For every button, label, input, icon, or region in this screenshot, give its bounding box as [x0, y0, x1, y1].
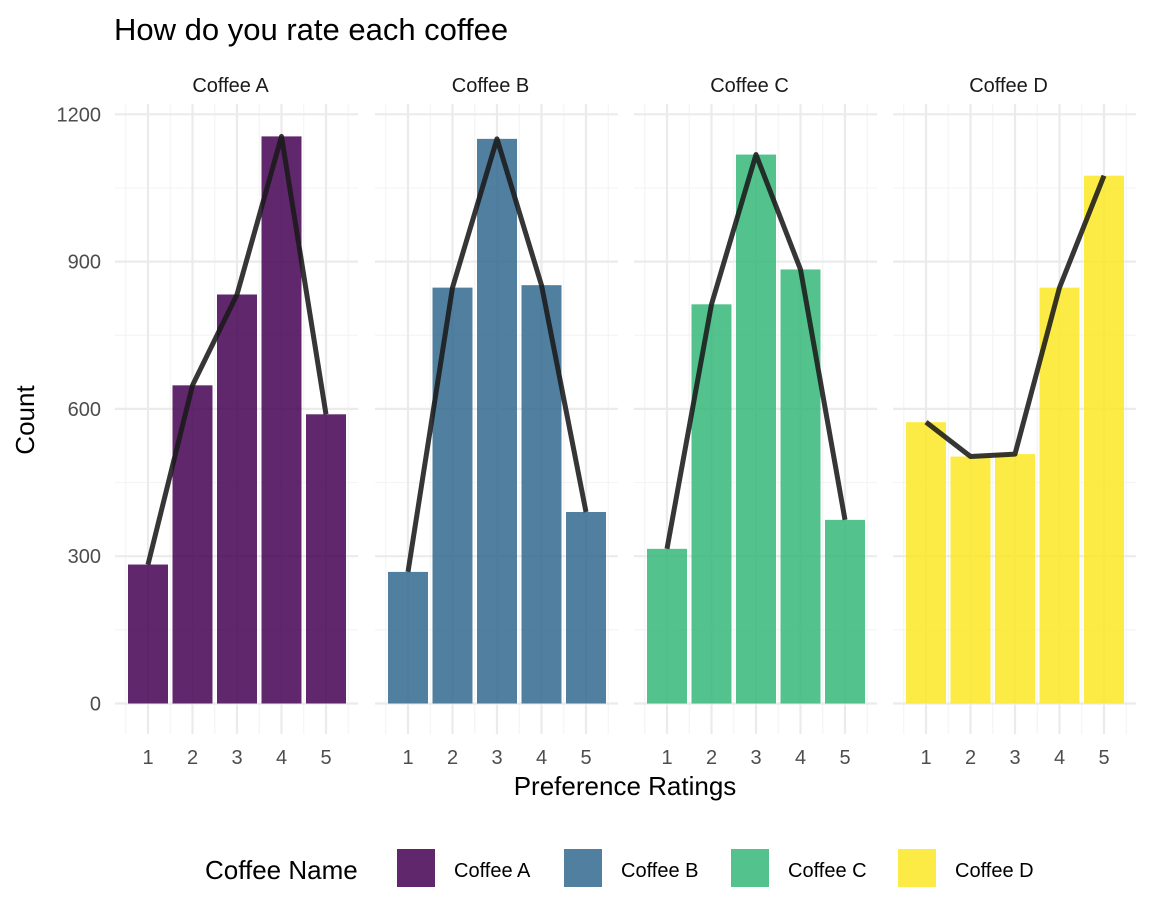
bar: [388, 571, 428, 704]
legend-label: Coffee C: [788, 860, 867, 882]
y-axis-title: Count: [10, 385, 40, 455]
legend-title: Coffee Name: [205, 855, 358, 885]
x-axis-title: Preference Ratings: [514, 771, 737, 801]
legend-item: Coffee A: [397, 849, 531, 887]
facet-label: Coffee D: [969, 75, 1048, 97]
x-tick-label: 3: [231, 747, 242, 769]
trend-line: [924, 174, 1107, 460]
x-tick-label: 5: [839, 747, 850, 769]
legend: Coffee Name Coffee A Coffee B Coffee C Coff…: [205, 849, 1034, 887]
facet-label: Coffee A: [192, 75, 269, 97]
x-tick-label: 5: [1098, 747, 1109, 769]
bar: [825, 519, 865, 704]
legend-key: [397, 849, 435, 887]
bar: [477, 138, 517, 704]
y-tick-label: 1200: [57, 104, 102, 126]
y-tick-label: 900: [68, 252, 101, 274]
chart-title: How do you rate each coffee: [114, 12, 508, 47]
x-tick-label: 3: [491, 747, 502, 769]
x-tick-label: 4: [276, 747, 287, 769]
bar: [906, 422, 946, 704]
x-tick-label: 1: [142, 747, 153, 769]
facet-panel: Coffee A 1 2 3 4 5: [115, 75, 358, 769]
x-tick-label: 5: [580, 747, 591, 769]
bar: [128, 564, 168, 704]
legend-label: Coffee A: [454, 860, 531, 882]
bar: [306, 414, 346, 704]
legend-label: Coffee B: [621, 860, 698, 882]
facet-panel: Coffee C 1 2 3 4 5: [634, 75, 877, 769]
trend-line: [145, 133, 329, 566]
x-tick-label: 2: [706, 747, 717, 769]
x-tick-label: 1: [920, 747, 931, 769]
bar: [691, 304, 732, 704]
x-tick-label: 4: [1054, 747, 1065, 769]
legend-label: Coffee D: [955, 860, 1034, 882]
x-tick-label: 2: [965, 747, 976, 769]
bar: [950, 456, 991, 704]
x-tick-label: 4: [536, 747, 547, 769]
x-tick-label: 1: [402, 747, 413, 769]
y-tick-label: 300: [68, 546, 101, 568]
bar: [647, 548, 687, 704]
legend-item: Coffee D: [898, 849, 1034, 887]
trend-line: [405, 136, 589, 573]
trend-line: [664, 152, 848, 550]
bar: [1039, 287, 1080, 704]
legend-item: Coffee B: [564, 849, 698, 887]
bar: [1084, 175, 1124, 704]
x-tick-label: 3: [750, 747, 761, 769]
legend-key: [564, 849, 602, 887]
facet-label: Coffee B: [452, 75, 529, 97]
bar: [736, 154, 776, 704]
x-tick-label: 5: [320, 747, 331, 769]
y-axis-ticks: 0 300 600 900 1200: [57, 104, 102, 715]
y-tick-label: 600: [68, 399, 101, 421]
legend-key: [898, 849, 936, 887]
legend-key: [731, 849, 769, 887]
x-tick-label: 2: [187, 747, 198, 769]
facet-panel: Coffee D 1 2 3 4 5: [893, 75, 1136, 769]
legend-item: Coffee C: [731, 849, 867, 887]
bar: [432, 287, 473, 704]
y-tick-label: 0: [90, 694, 101, 716]
facet-panel: Coffee B 1 2 3 4 5: [375, 75, 618, 769]
x-tick-label: 3: [1009, 747, 1020, 769]
x-tick-label: 2: [447, 747, 458, 769]
bar: [566, 512, 606, 704]
x-tick-label: 1: [661, 747, 672, 769]
bar: [217, 294, 257, 704]
facet-label: Coffee C: [710, 75, 789, 97]
bar: [995, 454, 1035, 704]
x-tick-label: 4: [795, 747, 806, 769]
